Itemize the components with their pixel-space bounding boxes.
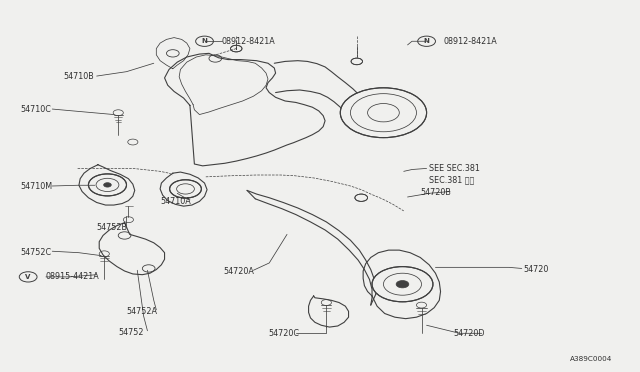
Text: SEE SEC.381: SEE SEC.381 — [429, 164, 480, 173]
Circle shape — [372, 267, 433, 302]
Text: 54710B: 54710B — [63, 71, 94, 81]
Text: 54752A: 54752A — [127, 307, 157, 316]
Circle shape — [355, 194, 367, 201]
Circle shape — [351, 58, 362, 65]
Text: 54752B: 54752B — [97, 222, 127, 231]
Circle shape — [230, 45, 242, 52]
Circle shape — [104, 183, 111, 187]
Text: 08912-8421A: 08912-8421A — [221, 37, 275, 46]
Text: A389C0004: A389C0004 — [570, 356, 612, 362]
Text: 54720: 54720 — [523, 265, 548, 274]
Text: 54720B: 54720B — [420, 188, 451, 197]
Text: 54720A: 54720A — [223, 266, 255, 276]
Text: SEC.381 参照: SEC.381 参照 — [429, 175, 474, 184]
Circle shape — [170, 180, 202, 198]
Text: 54720C: 54720C — [268, 329, 299, 338]
Text: N: N — [424, 38, 429, 44]
Text: 54752C: 54752C — [20, 248, 52, 257]
Text: N: N — [202, 38, 207, 44]
Text: 54720D: 54720D — [453, 329, 484, 338]
Text: 08915-4421A: 08915-4421A — [46, 272, 100, 281]
Circle shape — [396, 280, 409, 288]
Text: 54710C: 54710C — [20, 105, 51, 113]
Text: 54710A: 54710A — [160, 197, 191, 206]
Text: 54710M: 54710M — [20, 182, 52, 190]
Text: 54752: 54752 — [118, 328, 144, 337]
Text: V: V — [26, 274, 31, 280]
Circle shape — [340, 88, 427, 138]
Circle shape — [88, 174, 127, 196]
Circle shape — [344, 93, 420, 137]
Text: 08912-8421A: 08912-8421A — [444, 37, 497, 46]
